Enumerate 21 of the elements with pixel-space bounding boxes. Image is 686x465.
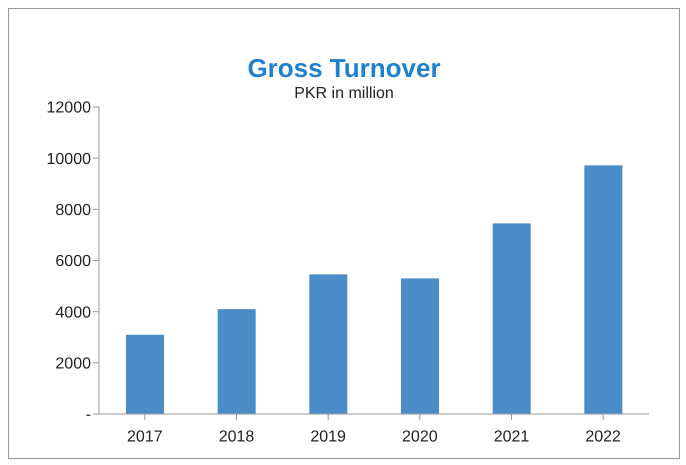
x-tick-label: 2020: [402, 428, 438, 446]
bar: [492, 223, 531, 414]
chart-subtitle: PKR in million: [294, 85, 394, 102]
y-tick-label: 6000: [55, 253, 92, 270]
x-tick-label: 2019: [310, 428, 346, 446]
y-tick-label: -: [86, 406, 91, 424]
y-tick-label: 8000: [55, 202, 92, 220]
bar: [218, 309, 256, 414]
x-tick-label: 2018: [218, 428, 254, 446]
bar: [401, 278, 439, 414]
y-tick-label: 4000: [55, 304, 92, 322]
y-tick-label: 2000: [55, 356, 92, 373]
y-tick-label: 10000: [46, 150, 92, 168]
x-tick-label: 2021: [494, 428, 530, 446]
x-tick-label: 2022: [585, 428, 622, 446]
chart-title: Gross Turnover: [246, 53, 442, 84]
bar: [309, 274, 348, 414]
y-tick-label: 12000: [46, 100, 92, 117]
x-tick-label: 2017: [127, 428, 163, 446]
bar: [584, 165, 622, 414]
bar: [126, 334, 164, 414]
